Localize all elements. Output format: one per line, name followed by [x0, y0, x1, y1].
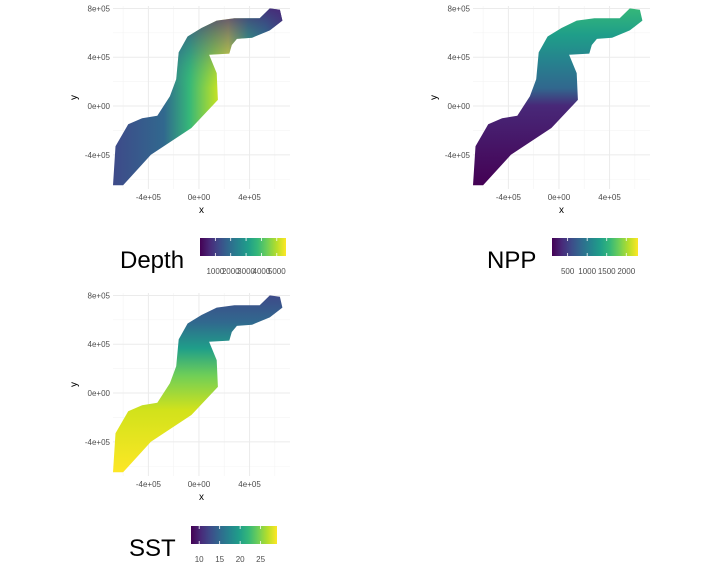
legend-title: NPP: [487, 247, 536, 274]
y-tick-label: -4e+05: [445, 151, 471, 160]
legend-tick-label: 1500: [598, 267, 616, 276]
panel-npp: -4e+05 0e+00 4e+05 8e+05 4e+05 0e+00 -4e+05 x y N…: [429, 4, 650, 276]
legend-colorbar: [552, 238, 638, 256]
x-tick-label: -4e+05: [136, 480, 162, 489]
legend-tick-label: 1000: [206, 267, 224, 276]
x-tick-label: 4e+05: [598, 193, 621, 202]
panel-depth: -4e+05 0e+00 4e+05 8e+05 4e+05 0e+00 -4e+05 x y D…: [69, 4, 290, 276]
x-axis-title: x: [199, 205, 204, 216]
legend-tick-label: 500: [561, 267, 575, 276]
legend-npp: NPP 500 1000 1500 2000: [487, 238, 638, 276]
y-tick-label: 4e+05: [88, 340, 111, 349]
legend-tick-label: 25: [256, 555, 265, 564]
panel-sst: -4e+05 0e+00 4e+05 8e+05 4e+05 0e+00 -4e+05 x y S…: [69, 291, 290, 564]
legend-tick-label: 3000: [237, 267, 255, 276]
legend-colorbar: [191, 526, 277, 544]
y-tick-label: 0e+00: [448, 102, 471, 111]
y-tick-label: 4e+05: [448, 53, 471, 62]
x-axis-title: x: [199, 492, 204, 503]
legend-tick-label: 20: [236, 555, 245, 564]
x-tick-label: -4e+05: [136, 193, 162, 202]
legend-tick-label: 2000: [222, 267, 240, 276]
y-tick-label: 0e+00: [88, 102, 111, 111]
legend-tick-label: 5000: [268, 267, 286, 276]
y-tick-label: -4e+05: [85, 151, 111, 160]
raster-npp: [473, 8, 643, 186]
legend-tick-label: 15: [215, 555, 224, 564]
y-tick-label: -4e+05: [85, 438, 111, 447]
x-tick-label: 4e+05: [238, 193, 261, 202]
y-axis-title: y: [69, 95, 80, 100]
x-tick-label: 0e+00: [548, 193, 571, 202]
x-tick-label: 4e+05: [238, 480, 261, 489]
x-tick-label: 0e+00: [188, 193, 211, 202]
legend-tick-label: 10: [195, 555, 204, 564]
legend-sst: SST 10 15 20 25: [129, 526, 277, 564]
legend-tick-label: 4000: [253, 267, 271, 276]
legend-tick-label: 1000: [578, 267, 596, 276]
y-axis-title: y: [69, 382, 80, 387]
y-tick-label: 8e+05: [88, 4, 111, 13]
y-tick-label: 0e+00: [88, 389, 111, 398]
raster-sst: [113, 295, 283, 473]
raster-overlay: [113, 8, 283, 186]
legend-colorbar: [200, 238, 286, 256]
x-tick-label: 0e+00: [188, 480, 211, 489]
y-axis-title: y: [429, 95, 440, 100]
x-tick-label: -4e+05: [496, 193, 522, 202]
legend-tick-label: 2000: [617, 267, 635, 276]
y-tick-label: 4e+05: [88, 53, 111, 62]
legend-title: Depth: [120, 247, 184, 274]
x-axis-title: x: [559, 205, 564, 216]
y-tick-label: 8e+05: [88, 291, 111, 300]
y-tick-label: 8e+05: [448, 4, 471, 13]
legend-title: SST: [129, 535, 176, 562]
